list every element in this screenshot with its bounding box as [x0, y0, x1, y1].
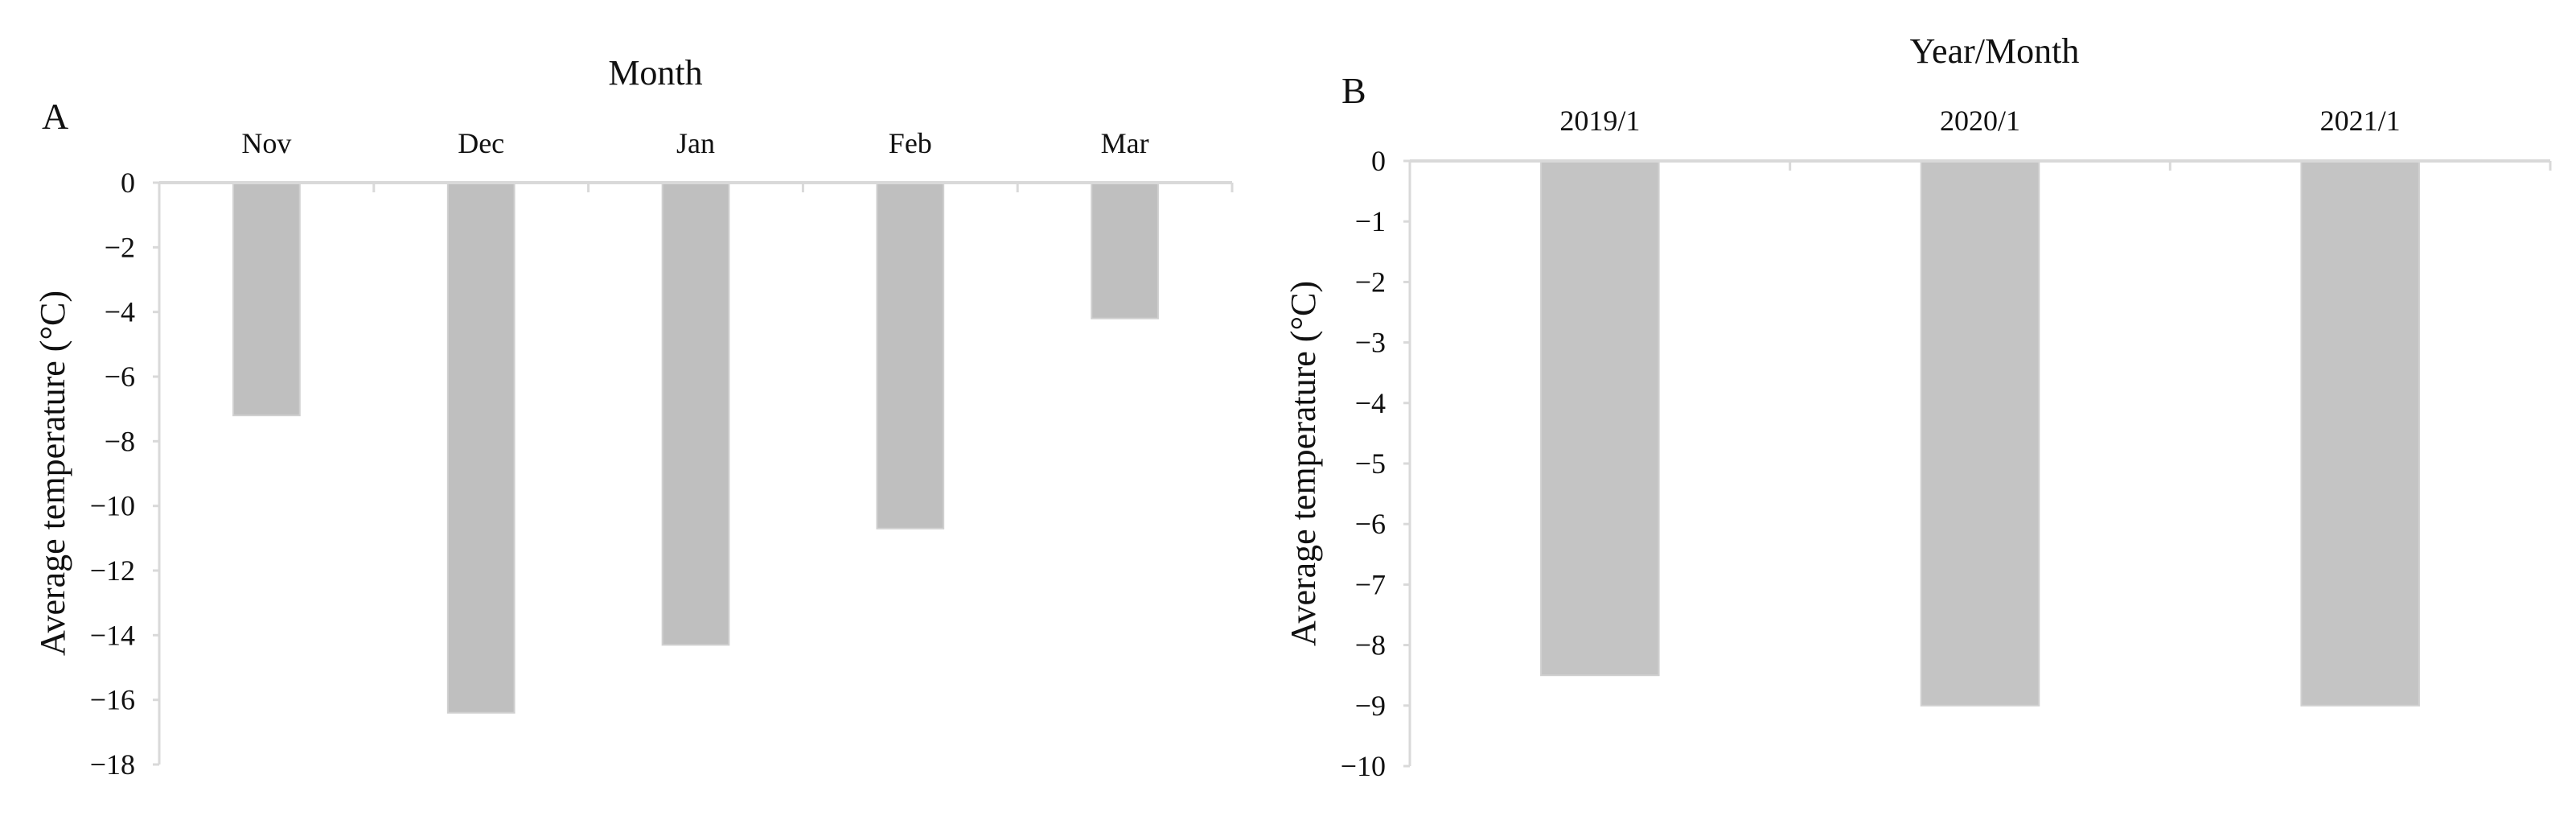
- y-tick-label: 0: [1371, 145, 1386, 177]
- bar-Mar: [1091, 182, 1159, 319]
- category-label: Feb: [889, 127, 932, 159]
- category-label: Nov: [241, 127, 291, 159]
- y-tick-label: −7: [1355, 568, 1386, 600]
- category-label: 2021/1: [2320, 105, 2401, 137]
- bar-2020-1: [1920, 160, 2040, 707]
- bar-Nov: [232, 182, 301, 417]
- bar-Feb: [876, 182, 945, 530]
- panel-a-y-axis-label: Average temperature (°C): [33, 291, 72, 656]
- y-tick-label: −9: [1355, 690, 1386, 722]
- y-tick-label: −4: [105, 296, 135, 328]
- category-label: 2020/1: [1940, 105, 2020, 137]
- category-label: Dec: [458, 127, 504, 159]
- category-label: 2019/1: [1559, 105, 1640, 137]
- panel-b-chart: B Year/Month Average temperature (°C) 0 −…: [1284, 31, 2552, 782]
- bar-2019-1: [1540, 160, 1660, 677]
- y-tick-label: −10: [90, 490, 135, 522]
- bar-2021-1: [2300, 160, 2420, 707]
- y-tick-label: −1: [1355, 205, 1386, 237]
- panel-a-chart: A Month Average temperature (°C) 0 −2 −4 −6…: [33, 53, 1234, 781]
- panel-b-title: Year/Month: [1910, 31, 2080, 71]
- y-tick-label: −5: [1355, 447, 1386, 480]
- y-tick-label: −4: [1355, 387, 1386, 419]
- y-tick-label: −16: [90, 684, 135, 716]
- y-tick-label: −18: [90, 748, 135, 781]
- y-tick-label: −6: [105, 361, 135, 393]
- y-tick-label: −14: [90, 619, 135, 651]
- panel-b-label: B: [1341, 70, 1366, 111]
- y-tick-label: −2: [1355, 266, 1386, 298]
- y-tick-label: −6: [1355, 508, 1386, 540]
- y-tick-label: −3: [1355, 327, 1386, 359]
- panel-b-y-axis-label: Average temperature (°C): [1284, 281, 1323, 646]
- y-tick-label: −8: [1355, 629, 1386, 661]
- panel-a-label: A: [42, 96, 68, 137]
- y-tick-label: 0: [121, 167, 135, 199]
- y-tick-label: −10: [1341, 750, 1386, 782]
- panel-a-title: Month: [608, 53, 702, 93]
- bar-Dec: [446, 182, 516, 714]
- y-tick-label: −8: [105, 425, 135, 457]
- y-tick-label: −12: [90, 554, 135, 587]
- category-label: Mar: [1101, 127, 1149, 159]
- bar-Jan: [661, 182, 730, 646]
- category-label: Jan: [676, 127, 715, 159]
- y-tick-label: −2: [105, 231, 135, 263]
